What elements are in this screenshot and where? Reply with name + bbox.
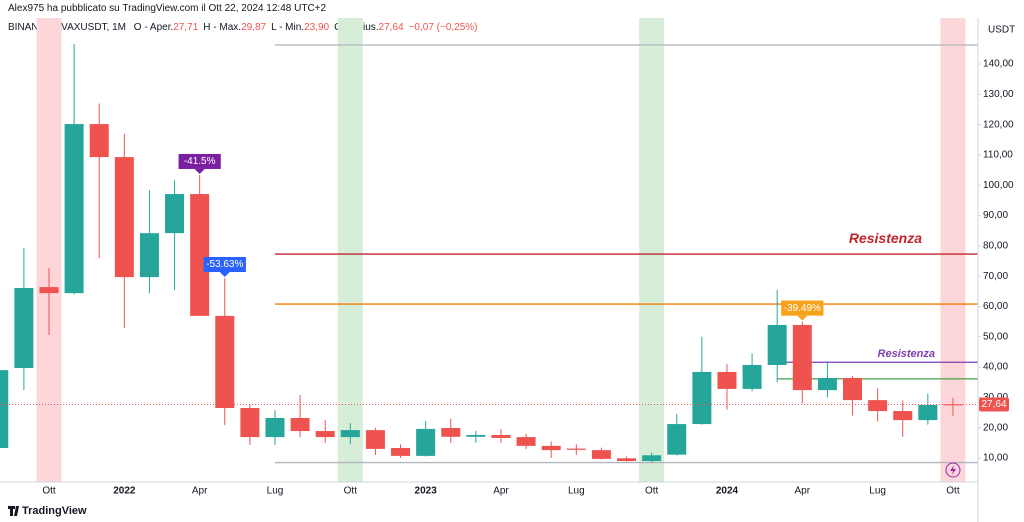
candle-body bbox=[365, 430, 385, 449]
field-value: 29,87 bbox=[241, 22, 267, 33]
last-price-tag bbox=[979, 397, 1009, 412]
candle-body bbox=[868, 400, 888, 412]
candle-body bbox=[717, 371, 737, 389]
candle-body bbox=[340, 430, 360, 438]
candle-body bbox=[817, 378, 837, 391]
candle-body bbox=[742, 364, 762, 389]
y-tick-label: 60,00 bbox=[983, 301, 1008, 312]
candle-body bbox=[391, 448, 411, 456]
logo bbox=[8, 506, 19, 516]
x-tick-label: Apr bbox=[493, 486, 509, 497]
candle-body bbox=[617, 458, 637, 462]
candle-body bbox=[642, 455, 662, 462]
change: −0,07 (−0,25%) bbox=[408, 22, 478, 33]
annotation-box bbox=[178, 153, 221, 169]
annotation-text: -41.5% bbox=[184, 156, 216, 167]
candle-body bbox=[692, 371, 712, 425]
x-tick-label: Ott bbox=[42, 486, 56, 497]
x-tick-label: 2023 bbox=[415, 486, 438, 497]
field-value: 27,71 bbox=[173, 22, 199, 33]
annotation-box bbox=[781, 300, 824, 316]
candle-body bbox=[139, 233, 159, 278]
level-label: Resistenza bbox=[849, 230, 922, 246]
y-tick-label: 10,00 bbox=[983, 453, 1008, 464]
candle-body bbox=[767, 324, 787, 365]
x-tick-label: Lug bbox=[568, 486, 585, 497]
highlight-band bbox=[639, 18, 665, 482]
event-icon-bolt bbox=[950, 465, 956, 475]
x-tick-label: Ott bbox=[344, 486, 358, 497]
y-tick-label: 50,00 bbox=[983, 331, 1008, 342]
candle-body bbox=[240, 408, 260, 438]
candle-body bbox=[667, 424, 687, 455]
candle-body bbox=[918, 404, 938, 421]
level-label: Resistenza bbox=[878, 348, 935, 360]
highlight-band bbox=[36, 18, 62, 482]
candle-body bbox=[943, 404, 963, 406]
y-tick-label: 40,00 bbox=[983, 362, 1008, 373]
candle-body bbox=[265, 418, 285, 438]
candle-body bbox=[215, 315, 235, 408]
publish-line: Alex975 ha pubblicato su TradingView.com… bbox=[8, 3, 327, 14]
y-tick-label: 120,00 bbox=[983, 119, 1014, 130]
field-label: H - Max. bbox=[203, 22, 242, 33]
y-tick-label: 70,00 bbox=[983, 271, 1008, 282]
candle-body bbox=[0, 370, 9, 448]
candle-body bbox=[39, 287, 59, 294]
candle-body bbox=[416, 428, 436, 456]
annotation-text: -39.49% bbox=[784, 303, 821, 314]
field-value: 23,90 bbox=[304, 22, 330, 33]
x-tick-label: Ott bbox=[645, 486, 659, 497]
x-tick-label: Lug bbox=[267, 486, 284, 497]
y-tick-label: 140,00 bbox=[983, 59, 1014, 70]
footer-brand: TradingView bbox=[22, 505, 87, 517]
x-tick-label: 2022 bbox=[113, 486, 136, 497]
candle-body bbox=[89, 124, 109, 158]
candle-body bbox=[290, 418, 310, 432]
candle-body bbox=[114, 157, 134, 278]
candle-body bbox=[491, 434, 511, 438]
x-tick-label: Apr bbox=[192, 486, 208, 497]
candle-body bbox=[516, 437, 536, 446]
candle-body bbox=[566, 448, 586, 450]
y-tick-label: 20,00 bbox=[983, 422, 1008, 433]
symbol: BINANCE:AVAXUSDT, 1M bbox=[8, 22, 126, 33]
candle-body bbox=[64, 124, 84, 294]
candle-body bbox=[441, 428, 461, 437]
candle-body bbox=[165, 194, 185, 234]
field-value: 27,64 bbox=[378, 22, 404, 33]
candle-body bbox=[315, 431, 335, 438]
y-axis-label: USDT bbox=[988, 25, 1015, 36]
candle-body bbox=[893, 411, 913, 421]
candle-body bbox=[843, 378, 863, 401]
symbol-info: BINANCE:AVAXUSDT, 1M O - Aper.27,71 H - M… bbox=[8, 22, 478, 33]
y-tick-label: 100,00 bbox=[983, 180, 1014, 191]
x-tick-label: Apr bbox=[795, 486, 811, 497]
y-tick-label: 110,00 bbox=[983, 150, 1013, 161]
field-label: O - Aper. bbox=[133, 22, 174, 33]
x-tick-label: Lug bbox=[869, 486, 886, 497]
candle-body bbox=[190, 194, 210, 316]
annotation-box bbox=[203, 257, 246, 272]
highlight-band bbox=[337, 18, 363, 482]
candle-body bbox=[466, 434, 486, 437]
y-tick-label: 80,00 bbox=[983, 241, 1008, 252]
y-tick-label: 90,00 bbox=[983, 210, 1008, 221]
y-tick-label: 130,00 bbox=[983, 89, 1014, 100]
x-tick-label: Ott bbox=[946, 486, 960, 497]
y-tick-label: 30,00 bbox=[983, 392, 1008, 403]
candle-body bbox=[792, 324, 812, 391]
x-tick-label: 2024 bbox=[716, 486, 739, 497]
candle-body bbox=[591, 450, 611, 459]
field-label: L - Min. bbox=[271, 22, 305, 33]
last-price-label: 27,64 bbox=[981, 399, 1006, 410]
candle-body bbox=[14, 288, 34, 368]
candle-body bbox=[541, 445, 561, 451]
event-icon bbox=[945, 462, 961, 478]
annotation-text: -53.63% bbox=[206, 259, 243, 270]
